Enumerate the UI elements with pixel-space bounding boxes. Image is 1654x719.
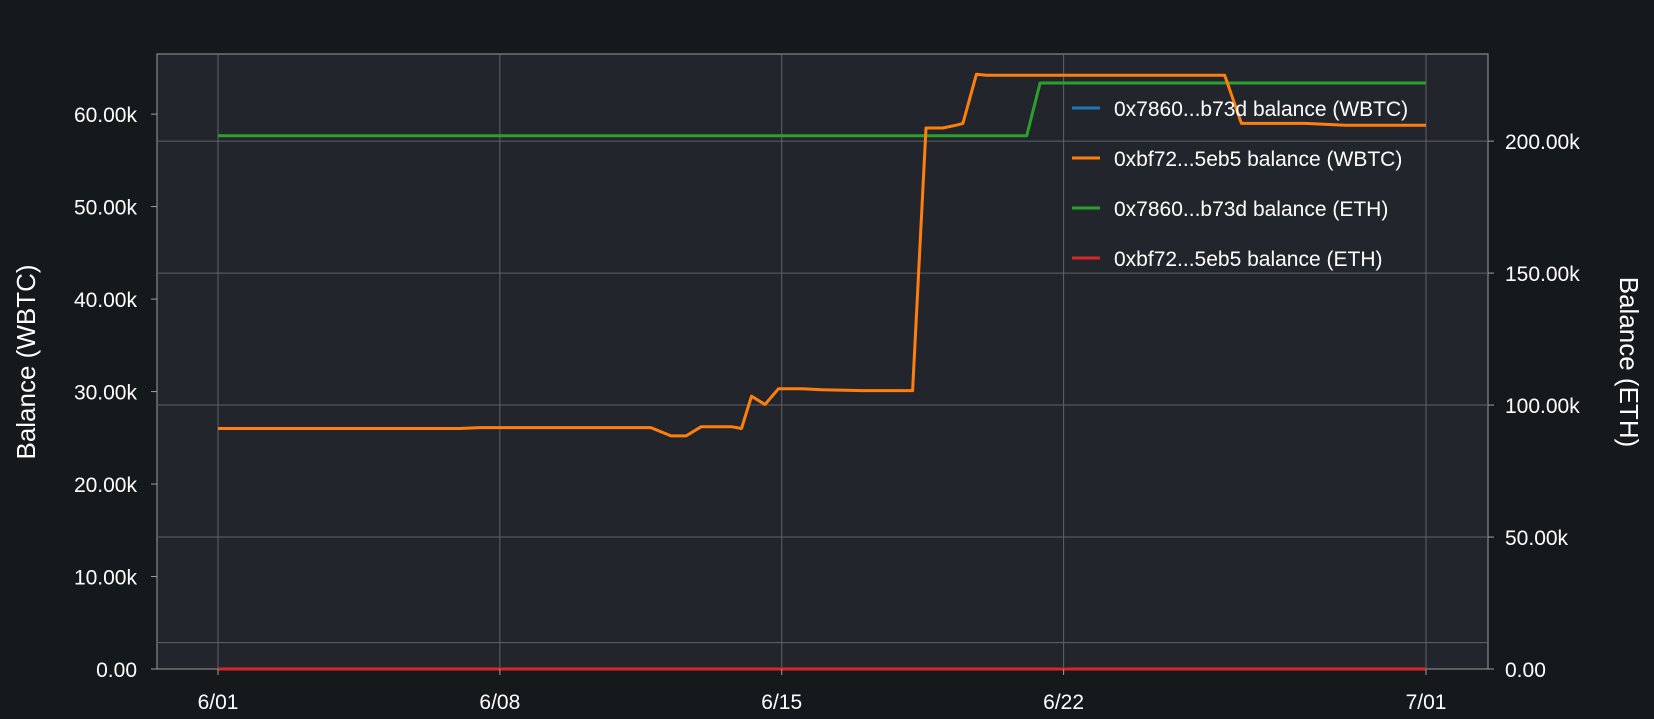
right-y-axis-ticks: 0.00 50.00k 100.00k 150.00k 200.00k [1488, 131, 1580, 682]
left-y-tick-label: 0.00 [96, 659, 137, 682]
legend-label: 0x7860...b73d balance (ETH) [1114, 198, 1388, 221]
x-axis-ticks: 6/01 6/08 6/15 6/22 7/01 [198, 669, 1447, 714]
x-tick-label: 6/01 [198, 691, 239, 714]
grid-lines [157, 54, 1488, 669]
legend-label: 0x7860...b73d balance (WBTC) [1114, 98, 1408, 121]
right-y-tick-label: 100.00k [1505, 395, 1580, 418]
right-y-axis-title: Balance (ETH) [1614, 277, 1644, 448]
x-tick-label: 6/08 [479, 691, 520, 714]
left-y-tick-label: 30.00k [74, 382, 138, 405]
series-lines [218, 72, 1426, 671]
series-line-2 [218, 81, 1426, 138]
left-y-tick-label: 40.00k [74, 289, 138, 312]
right-y-tick-label: 0.00 [1505, 659, 1546, 682]
legend-label: 0xbf72...5eb5 balance (ETH) [1114, 248, 1383, 271]
left-y-tick-label: 50.00k [74, 197, 138, 220]
series-line-1 [218, 72, 1426, 438]
x-tick-label: 6/22 [1043, 691, 1084, 714]
plot-area [156, 53, 1489, 670]
left-y-axis-ticks: 0.00 10.00k 20.00k 30.00k 40.00k 50.00k 60.00k [74, 104, 157, 682]
left-y-tick-label: 60.00k [74, 104, 138, 127]
left-y-tick-label: 10.00k [74, 567, 138, 590]
x-tick-label: 7/01 [1406, 691, 1447, 714]
left-y-axis-title: Balance (WBTC) [11, 264, 41, 459]
left-y-tick-label: 20.00k [74, 474, 138, 497]
right-y-tick-label: 150.00k [1505, 263, 1580, 286]
right-y-tick-label: 200.00k [1505, 131, 1580, 154]
right-y-tick-label: 50.00k [1505, 527, 1569, 550]
legend: 0x7860...b73d balance (WBTC) 0xbf72...5eb… [1072, 98, 1408, 271]
x-tick-label: 6/15 [761, 691, 802, 714]
legend-label: 0xbf72...5eb5 balance (WBTC) [1114, 148, 1402, 171]
